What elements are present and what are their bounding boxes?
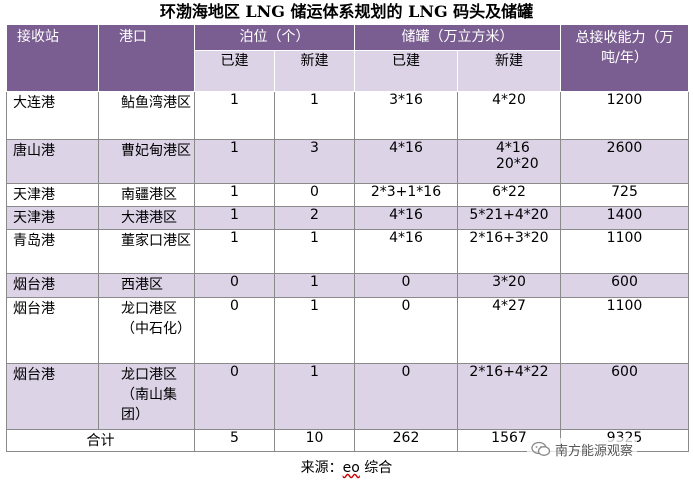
lng-terminal-table: 接收站 港口 泊位（个） 储罐（万立方米） 总接收能力（万吨/年） 已建 新建 … bbox=[6, 24, 689, 452]
cell-tank-built: 0 bbox=[354, 363, 458, 430]
cell-port: 龙口港区（南山集团） bbox=[98, 363, 195, 430]
cell-station: 唐山港 bbox=[6, 139, 99, 184]
cell-station: 青岛港 bbox=[6, 229, 99, 274]
source-suffix: 综合 bbox=[359, 460, 393, 476]
source-name: eo bbox=[342, 460, 360, 476]
cell-port: 龙口港区（中石化） bbox=[98, 297, 195, 364]
cell-berth-new: 2 bbox=[274, 206, 355, 230]
cell-tank-new: 4*27 bbox=[457, 297, 561, 364]
header-tank: 储罐（万立方米） bbox=[354, 24, 561, 51]
cell-tank-built: 4*16 bbox=[354, 206, 458, 230]
cell-station: 大连港 bbox=[6, 91, 99, 140]
cell-tank-new: 5*21+4*20 bbox=[457, 206, 561, 230]
total-label: 合计 bbox=[6, 429, 195, 452]
cell-berth-built: 0 bbox=[194, 297, 275, 364]
cell-port: 董家口港区 bbox=[98, 229, 195, 274]
table-row: 烟台港 龙口港区（南山集团） 0 1 0 2*16+4*22 600 bbox=[6, 363, 689, 430]
cell-tank-built: 4*16 bbox=[354, 139, 458, 184]
source-note: 来源：eo 综合 bbox=[0, 458, 693, 478]
cell-berth-built: 0 bbox=[194, 363, 275, 430]
source-prefix: 来源： bbox=[300, 460, 343, 476]
table-row: 天津港 南疆港区 1 0 2*3+1*16 6*22 725 bbox=[6, 183, 689, 207]
cell-tank-new: 4*16 20*20 bbox=[457, 139, 561, 184]
cell-berth-built: 1 bbox=[194, 206, 275, 230]
cell-station: 烟台港 bbox=[6, 273, 99, 298]
table-row: 大连港 鲇鱼湾港区 1 1 3*16 4*20 1200 bbox=[6, 91, 689, 140]
cell-tank-new: 3*20 bbox=[457, 273, 561, 298]
subheader-berth-new: 新建 bbox=[274, 50, 355, 92]
cell-berth-built: 1 bbox=[194, 139, 275, 184]
cell-capacity: 600 bbox=[560, 363, 689, 430]
subheader-berth-built: 已建 bbox=[194, 50, 275, 92]
table-row: 烟台港 西港区 0 1 0 3*20 600 bbox=[6, 273, 689, 298]
cell-berth-new: 0 bbox=[274, 183, 355, 207]
watermark-text: 南方能源观察 bbox=[555, 443, 634, 459]
header-station: 接收站 bbox=[6, 24, 99, 92]
header-capacity-label: 总接收能力（万吨/年） bbox=[575, 30, 674, 66]
cell-berth-new: 3 bbox=[274, 139, 355, 184]
cell-berth-new: 1 bbox=[274, 363, 355, 430]
total-berth-built: 5 bbox=[194, 429, 275, 452]
cell-port: 曹妃甸港区 bbox=[98, 139, 195, 184]
watermark: 南方能源观察 bbox=[527, 438, 638, 460]
cell-tank-built: 2*3+1*16 bbox=[354, 183, 458, 207]
subheader-tank-built: 已建 bbox=[354, 50, 458, 92]
cell-berth-new: 1 bbox=[274, 297, 355, 364]
cell-berth-built: 1 bbox=[194, 183, 275, 207]
header-port: 港口 bbox=[98, 24, 195, 92]
table-row: 青岛港 董家口港区 1 1 4*16 2*16+3*20 1100 bbox=[6, 229, 689, 274]
cell-capacity: 1100 bbox=[560, 297, 689, 364]
header-row: 接收站 港口 泊位（个） 储罐（万立方米） 总接收能力（万吨/年） bbox=[6, 24, 689, 92]
cell-tank-built: 0 bbox=[354, 297, 458, 364]
header-capacity: 总接收能力（万吨/年） bbox=[560, 24, 689, 92]
cell-station: 天津港 bbox=[6, 183, 99, 207]
cell-berth-new: 1 bbox=[274, 91, 355, 140]
table-row: 天津港 大港港区 1 2 4*16 5*21+4*20 1400 bbox=[6, 206, 689, 230]
cell-capacity: 1400 bbox=[560, 206, 689, 230]
cell-capacity: 725 bbox=[560, 183, 689, 207]
cell-berth-built: 1 bbox=[194, 91, 275, 140]
cell-capacity: 1100 bbox=[560, 229, 689, 274]
cell-port: 鲇鱼湾港区 bbox=[98, 91, 195, 140]
cell-station: 天津港 bbox=[6, 206, 99, 230]
cell-tank-new: 2*16+4*22 bbox=[457, 363, 561, 430]
wechat-icon bbox=[531, 441, 551, 456]
cell-berth-built: 0 bbox=[194, 273, 275, 298]
total-tank-built: 262 bbox=[354, 429, 458, 452]
subheader-tank-new: 新建 bbox=[457, 50, 561, 92]
subheader-row: 已建 新建 已建 新建 bbox=[7, 50, 689, 92]
cell-capacity: 600 bbox=[560, 273, 689, 298]
cell-tank-built: 3*16 bbox=[354, 91, 458, 140]
cell-capacity: 1200 bbox=[560, 91, 689, 140]
table-title: 环渤海地区 LNG 储运体系规划的 LNG 码头及储罐 bbox=[159, 2, 534, 21]
cell-tank-new: 2*16+3*20 bbox=[457, 229, 561, 274]
table-row: 烟台港 龙口港区（中石化） 0 1 0 4*27 1100 bbox=[6, 297, 689, 364]
cell-capacity: 2600 bbox=[560, 139, 689, 184]
cell-tank-built: 4*16 bbox=[354, 229, 458, 274]
header-berth: 泊位（个） bbox=[194, 24, 355, 51]
cell-berth-built: 1 bbox=[194, 229, 275, 274]
cell-port: 西港区 bbox=[98, 273, 195, 298]
cell-tank-new: 6*22 bbox=[457, 183, 561, 207]
cell-berth-new: 1 bbox=[274, 273, 355, 298]
cell-port: 大港港区 bbox=[98, 206, 195, 230]
cell-port: 南疆港区 bbox=[98, 183, 195, 207]
total-row: 合计 5 10 262 1567 9325 bbox=[6, 429, 689, 452]
total-berth-new: 10 bbox=[274, 429, 355, 452]
cell-tank-new: 4*20 bbox=[457, 91, 561, 140]
cell-station: 烟台港 bbox=[6, 297, 99, 364]
table-row: 唐山港 曹妃甸港区 1 3 4*16 4*16 20*20 2600 bbox=[6, 139, 689, 184]
cell-berth-new: 1 bbox=[274, 229, 355, 274]
cell-station: 烟台港 bbox=[6, 363, 99, 430]
cell-tank-built: 0 bbox=[354, 273, 458, 298]
